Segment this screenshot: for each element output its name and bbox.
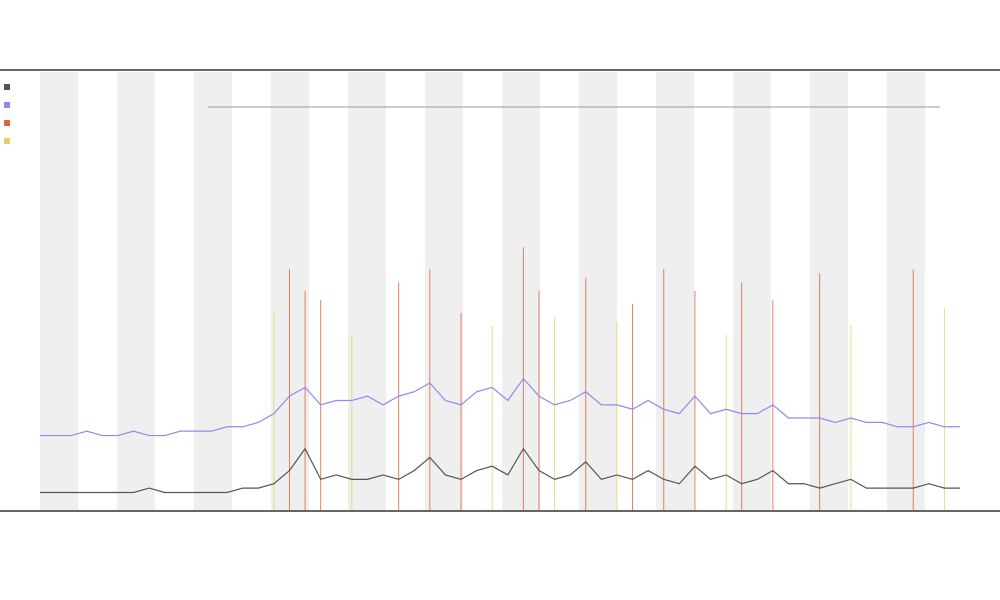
band — [40, 72, 78, 510]
legend-swatch — [4, 138, 10, 144]
legend-swatch — [4, 102, 10, 108]
legend-swatch — [4, 84, 10, 90]
band — [579, 72, 617, 510]
series-line — [40, 447, 960, 494]
band — [810, 72, 848, 510]
band — [887, 72, 925, 510]
band — [348, 72, 386, 510]
band — [733, 72, 771, 510]
band — [117, 72, 155, 510]
band — [656, 72, 694, 510]
legend — [4, 84, 10, 144]
series-line — [40, 377, 960, 437]
band — [425, 72, 463, 510]
band — [271, 72, 309, 510]
band — [502, 72, 540, 510]
legend-swatch — [4, 120, 10, 126]
band — [194, 72, 232, 510]
